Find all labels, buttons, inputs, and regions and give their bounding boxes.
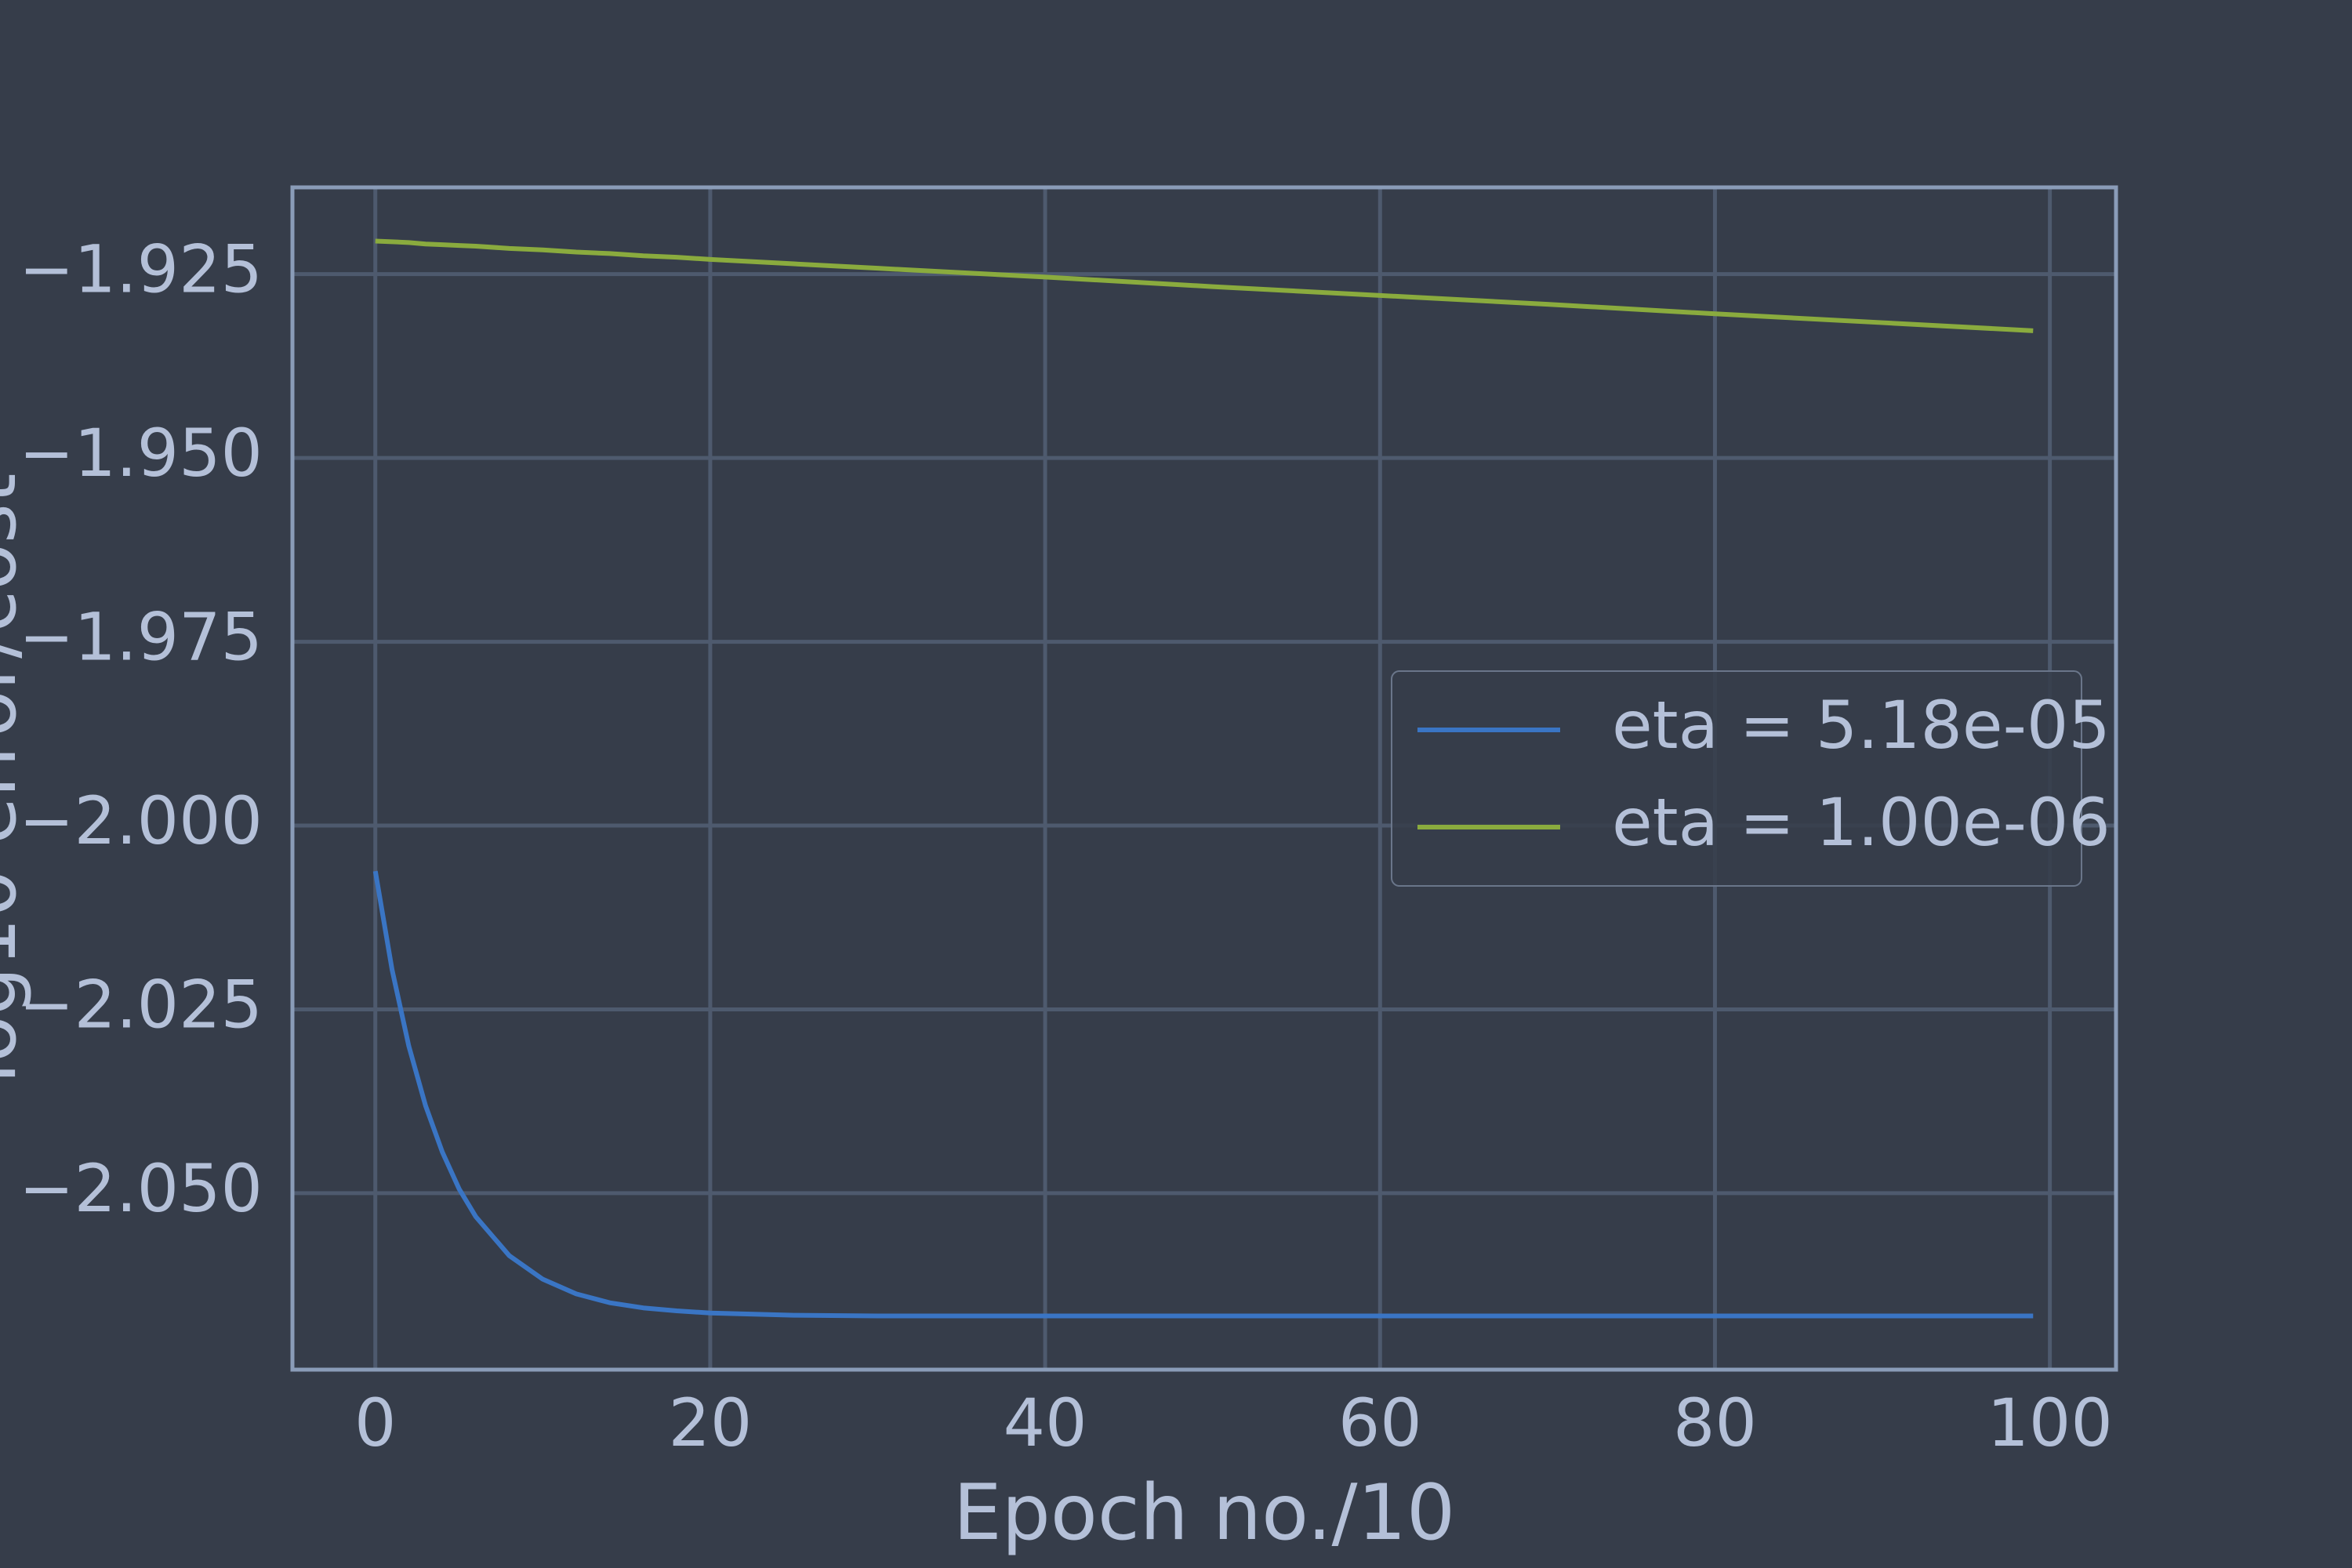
- x-axis-label: Epoch no./10: [953, 1468, 1455, 1558]
- line-series: [372, 870, 2034, 1319]
- legend-label: eta = 1.00e-06: [1612, 784, 2111, 861]
- y-tick-label: −1.950: [19, 415, 263, 492]
- y-tick-label: −1.925: [19, 231, 263, 308]
- line-series: [375, 238, 2034, 333]
- x-tick-label: 40: [1004, 1385, 1087, 1461]
- x-tick-label: 100: [1987, 1385, 2112, 1461]
- y-tick-label: −2.050: [19, 1150, 263, 1227]
- x-tick-label: 60: [1338, 1385, 1422, 1461]
- x-tick-label: 0: [354, 1385, 396, 1461]
- legend-frame: [1391, 670, 2082, 887]
- axes-frame: [290, 185, 2118, 1372]
- x-tick-label: 80: [1673, 1385, 1757, 1461]
- y-axis-label: log10 error/cost: [0, 474, 34, 1084]
- legend-label: eta = 5.18e-05: [1612, 687, 2111, 764]
- y-tick-label: −2.025: [19, 966, 263, 1043]
- legend: eta = 5.18e-05 eta = 1.00e-06: [1391, 670, 2111, 887]
- y-tick-label: −1.975: [19, 599, 263, 676]
- x-tick-label: 20: [668, 1385, 752, 1461]
- y-tick-label: −2.000: [19, 782, 263, 859]
